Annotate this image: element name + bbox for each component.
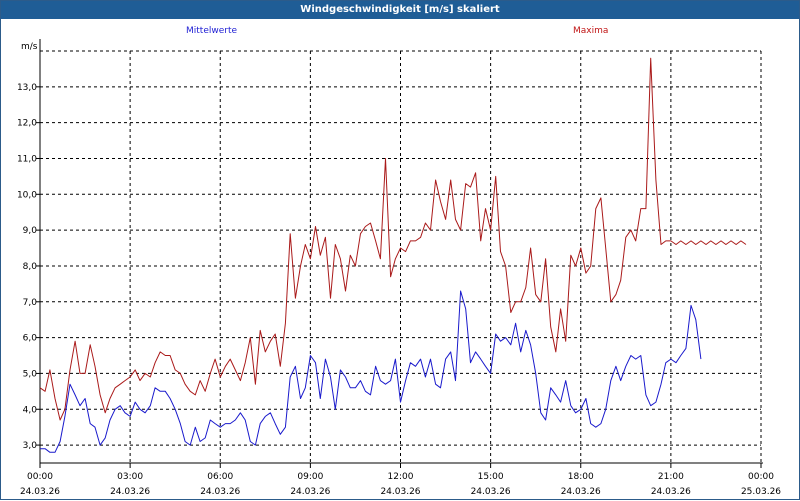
y-tick-label: 12,0: [17, 119, 37, 129]
y-tick-label: 6,0: [23, 334, 38, 344]
y-tick-label: 13,0: [17, 83, 37, 93]
x-tick-date-label: 24.03.26: [290, 487, 330, 497]
x-tick-time-label: 12:00: [388, 472, 414, 482]
window-title: Windgeschwindigkeit [m/s] skaliert: [1, 1, 799, 19]
x-tick-date-label: 24.03.26: [471, 487, 511, 497]
x-tick-time-label: 03:00: [117, 472, 143, 482]
y-axis-unit-label: m/s: [21, 42, 38, 52]
x-tick-time-label: 15:00: [478, 472, 504, 482]
x-tick-time-label: 18:00: [568, 472, 594, 482]
x-tick-date-label: 24.03.26: [561, 487, 601, 497]
series-line-mittelwerte: [40, 290, 702, 453]
y-tick-label: 11,0: [17, 154, 37, 164]
x-tick-date-label: 24.03.26: [200, 487, 240, 497]
y-tick-label: 7,0: [23, 298, 38, 308]
x-tick-date-label: 24.03.26: [110, 487, 150, 497]
x-tick-date-label: 25.03.26: [741, 487, 781, 497]
y-tick-label: 5,0: [23, 369, 38, 379]
x-tick-time-label: 09:00: [297, 472, 323, 482]
legend-maxima: Maxima: [573, 26, 609, 36]
y-tick-label: 3,0: [23, 441, 38, 451]
legend-mittelwerte: Mittelwerte: [186, 26, 238, 36]
x-tick-time-label: 06:00: [207, 472, 233, 482]
y-tick-label: 9,0: [23, 226, 38, 236]
x-tick-date-label: 24.03.26: [651, 487, 691, 497]
y-tick-label: 8,0: [23, 262, 38, 272]
x-tick-time-label: 00:00: [748, 472, 774, 482]
y-tick-label: 4,0: [23, 405, 38, 415]
x-tick-date-label: 24.03.26: [20, 487, 60, 497]
series-line-maxima: [39, 57, 747, 421]
x-tick-date-label: 24.03.26: [380, 487, 420, 497]
y-tick-label: 10,0: [17, 190, 37, 200]
x-tick-time-label: 21:00: [658, 472, 684, 482]
x-tick-time-label: 00:00: [27, 472, 53, 482]
